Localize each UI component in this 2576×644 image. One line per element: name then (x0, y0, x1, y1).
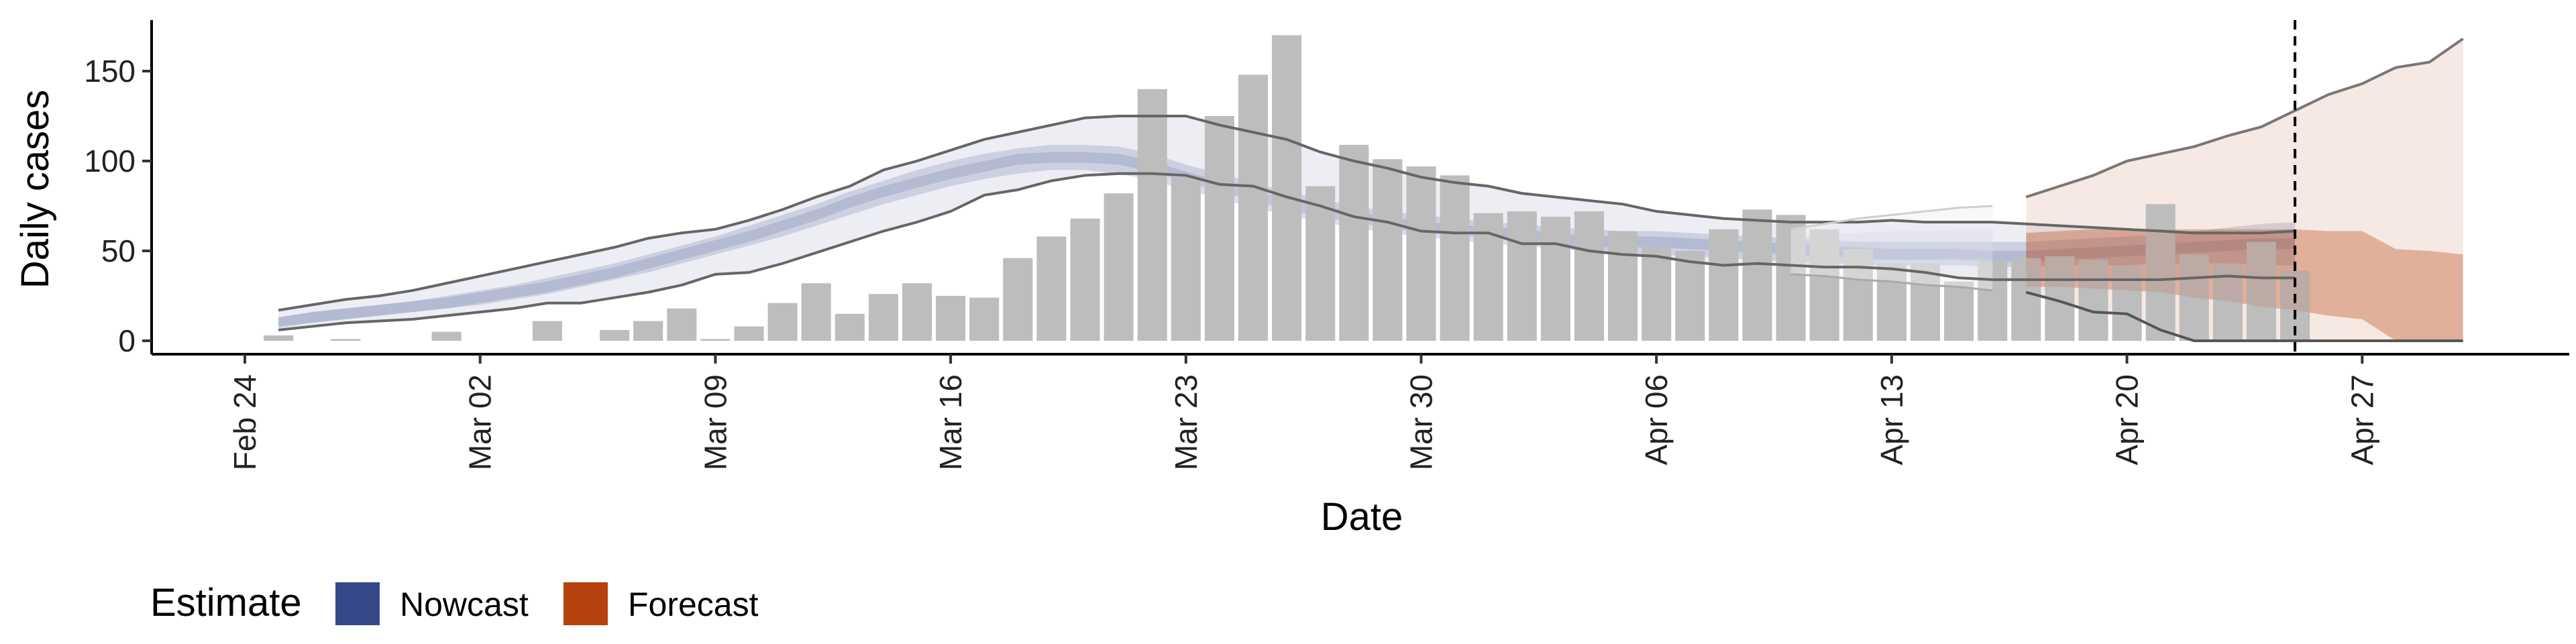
case-bar (1876, 263, 1907, 341)
case-bar (1406, 166, 1436, 341)
case-bar (1440, 175, 1470, 341)
case-bar (734, 326, 764, 341)
case-bar (868, 294, 898, 341)
legend-label-nowcast: Nowcast (400, 586, 529, 623)
case-bar (1171, 177, 1201, 341)
case-bar (969, 297, 1000, 341)
case-bar (1574, 211, 1605, 341)
case-bar (1204, 116, 1234, 341)
x-tick-label: Apr 20 (2110, 374, 2145, 466)
forecast-inner-overlay (2026, 229, 2463, 341)
y-axis-ticks: 0 50 100 150 (84, 54, 152, 358)
y-tick-label: 0 (118, 323, 136, 358)
estimate-bands-overlay (1790, 206, 2463, 341)
nowcast-fade-band (1790, 206, 1993, 290)
case-bar (1709, 229, 1739, 341)
legend-swatch-nowcast (335, 582, 380, 625)
legend-title: Estimate (150, 581, 302, 625)
x-tick-label: Apr 27 (2345, 374, 2379, 466)
case-bar (1305, 186, 1336, 341)
case-bar (2112, 265, 2142, 341)
case-bar (1272, 35, 1302, 341)
x-tick-label: Mar 09 (698, 374, 733, 470)
y-axis: 0 50 100 150 (84, 20, 153, 358)
case-bar (1944, 281, 1974, 341)
case-bar (902, 283, 932, 341)
case-bar (767, 303, 798, 341)
daily-case-bars (264, 35, 2310, 341)
x-axis: Feb 24 Mar 02 Mar 09 Mar 16 Mar 23 Mar 30 Apr … (152, 353, 2569, 470)
nowcast-fade-upper-line (1790, 205, 1993, 231)
x-tick-label: Mar 30 (1404, 374, 1439, 470)
case-bar (1910, 263, 1941, 341)
plot-area (264, 20, 2464, 354)
x-axis-title: Date (1321, 495, 1403, 539)
forecast-lower-line (2025, 290, 2463, 342)
case-bar (1642, 247, 1672, 341)
case-bar (600, 329, 630, 341)
nowcast-fade-overlay (1790, 206, 1993, 290)
forecast-inner-band (2026, 229, 2463, 341)
case-bar (1003, 258, 1033, 341)
case-bar (1473, 213, 1503, 341)
y-tick-label: 100 (84, 144, 136, 178)
x-tick-label: Mar 16 (933, 374, 968, 470)
case-bar (1373, 159, 1403, 341)
case-bar (1742, 209, 1772, 341)
x-tick-label: Mar 02 (463, 374, 498, 470)
case-bar (2145, 204, 2176, 341)
case-bar (1238, 74, 1269, 341)
y-tick-label: 150 (84, 54, 136, 89)
legend-label-forecast: Forecast (628, 586, 759, 623)
nowcast-fade-inner-band (1790, 229, 1993, 268)
case-bar (1104, 193, 1134, 341)
x-tick-label: Apr 13 (1874, 374, 1909, 466)
case-bar (2078, 260, 2108, 341)
case-bar (2011, 258, 2041, 341)
case-bar (667, 308, 697, 341)
case-bar (700, 339, 731, 341)
case-bar (1137, 89, 1167, 341)
x-tick-label: Apr 06 (1639, 374, 1674, 466)
forecast-upper-line (2025, 38, 2464, 199)
nowcast-upper-line (278, 115, 2296, 312)
case-bar (264, 335, 294, 341)
case-bar (532, 321, 562, 341)
case-bar (1036, 236, 1067, 341)
case-bar (2179, 254, 2209, 341)
case-bar (1675, 251, 1705, 341)
case-bar (633, 321, 663, 341)
case-bar (331, 339, 361, 341)
case-bar (1776, 215, 1806, 341)
case-bar (1507, 211, 1537, 341)
x-axis-ticks: Feb 24 Mar 02 Mar 09 Mar 16 Mar 23 Mar 30 Apr … (227, 354, 2379, 470)
case-bar (1608, 231, 1638, 341)
case-bar (1978, 262, 2008, 341)
legend-swatch-forecast (564, 582, 608, 625)
case-bar (801, 283, 831, 341)
case-bar (835, 313, 865, 341)
nowcast-lower-line (278, 172, 2296, 331)
case-bar (1843, 249, 1873, 341)
case-bar (2246, 241, 2277, 341)
case-bar (431, 331, 462, 341)
x-tick-label: Feb 24 (227, 374, 262, 470)
case-bar (1809, 229, 1839, 341)
legend: Estimate Nowcast Forecast (150, 581, 759, 625)
y-axis-title: Daily cases (13, 90, 57, 289)
y-tick-label: 50 (101, 233, 136, 268)
nowcast-fade-lower-line (1790, 273, 1993, 292)
case-bar (1540, 217, 1570, 341)
interval-lines (278, 38, 2464, 342)
case-bar (936, 296, 966, 341)
case-bar (1339, 144, 1369, 341)
case-bar (1070, 218, 1100, 341)
x-tick-label: Mar 23 (1169, 374, 1203, 470)
